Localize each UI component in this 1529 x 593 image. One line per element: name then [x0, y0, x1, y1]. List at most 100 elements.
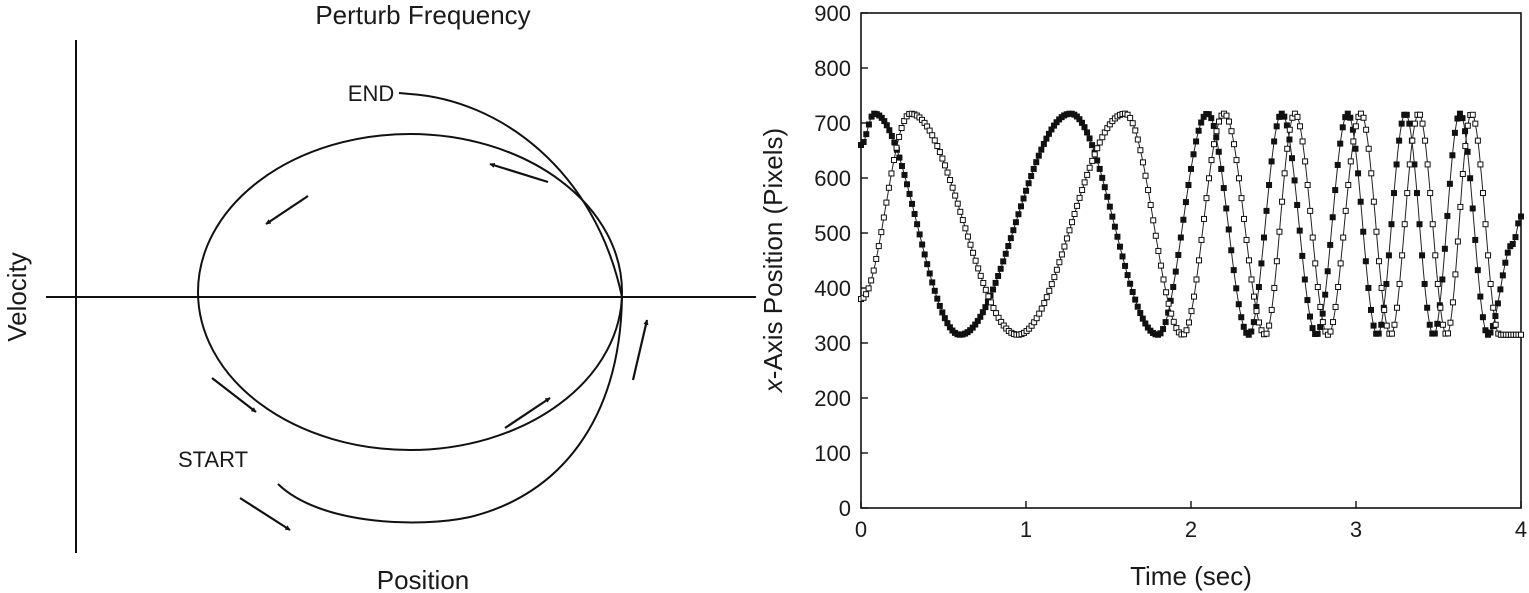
data-point-open	[1409, 137, 1416, 144]
y-tick-label: 800	[814, 56, 851, 81]
data-point-filled	[1385, 252, 1392, 259]
data-point-filled	[891, 139, 898, 146]
data-point-open	[1302, 158, 1309, 165]
data-point-open	[1422, 137, 1429, 144]
data-point-filled	[1388, 221, 1395, 228]
data-point-open	[1307, 207, 1314, 214]
data-point-filled	[1035, 152, 1042, 159]
data-point-filled	[1283, 122, 1290, 129]
data-point-filled	[1494, 300, 1501, 307]
data-point-filled	[1015, 211, 1022, 218]
data-point-filled	[904, 181, 911, 188]
data-point-open	[1038, 305, 1045, 312]
data-point-open	[878, 229, 885, 236]
data-point-filled	[1469, 205, 1476, 212]
data-point-open	[883, 199, 890, 206]
data-point-open	[1350, 138, 1357, 145]
data-point-open	[1479, 190, 1486, 197]
data-point-open	[957, 208, 964, 215]
data-point-filled	[1193, 138, 1200, 145]
y-tick-label: 900	[814, 1, 851, 26]
data-point-open	[1279, 198, 1286, 205]
data-point-filled	[909, 200, 916, 207]
data-point-open	[1373, 228, 1380, 235]
data-point-open	[1462, 143, 1469, 150]
data-point-filled	[1010, 227, 1017, 234]
data-point-filled	[941, 315, 948, 322]
data-point-filled	[919, 241, 926, 248]
data-point-open	[1381, 306, 1388, 313]
data-point-filled	[863, 131, 870, 138]
data-point-open	[1317, 303, 1324, 310]
data-point-filled	[1362, 258, 1369, 265]
data-point-filled	[1177, 234, 1184, 241]
data-point-filled	[931, 287, 938, 294]
data-point-filled	[1299, 252, 1306, 259]
data-point-filled	[1038, 146, 1045, 153]
x-axis-label: Time (sec)	[1130, 561, 1252, 591]
data-point-open	[959, 217, 966, 224]
data-point-open	[931, 137, 938, 144]
data-point-filled	[1459, 115, 1466, 122]
data-point-filled	[1375, 330, 1382, 337]
data-point-filled	[1076, 116, 1083, 123]
data-point-filled	[906, 190, 913, 197]
data-point-open	[1447, 319, 1454, 326]
data-point-open	[1256, 319, 1262, 326]
data-point-open	[1332, 303, 1339, 310]
data-point-open	[1294, 113, 1301, 120]
data-point-open	[1132, 127, 1139, 134]
data-point-filled	[1342, 114, 1349, 121]
end-leader-line	[398, 92, 411, 95]
data-point-filled	[979, 309, 986, 316]
phase-title: Perturb Frequency	[315, 0, 530, 30]
data-point-filled	[1504, 249, 1511, 256]
position-label: Position	[377, 565, 470, 593]
data-point-open	[1394, 304, 1401, 311]
y-tick-label: 500	[814, 221, 851, 246]
data-point-open	[1492, 321, 1499, 328]
data-point-open	[873, 255, 880, 262]
data-point-open	[1518, 331, 1524, 338]
data-point-filled	[1370, 322, 1377, 329]
data-point-filled	[1235, 301, 1242, 308]
data-point-filled	[1441, 245, 1448, 252]
data-point-open	[1404, 190, 1411, 197]
data-point-filled	[1268, 158, 1275, 165]
data-point-open	[1183, 327, 1190, 334]
data-point-open	[1081, 179, 1088, 186]
data-point-open	[1071, 210, 1078, 217]
data-point-open	[1490, 304, 1497, 311]
data-point-filled	[1367, 306, 1374, 313]
data-point-filled	[1213, 134, 1220, 141]
data-point-filled	[995, 272, 1002, 279]
data-point-open	[1196, 257, 1202, 264]
data-point-filled	[974, 317, 981, 324]
data-point-open	[1134, 136, 1141, 143]
data-point-open	[1084, 171, 1091, 178]
data-point-filled	[1306, 313, 1313, 320]
y-tick-label: 100	[814, 441, 851, 466]
start-label: START	[178, 447, 248, 472]
data-point-open	[1273, 258, 1280, 265]
data-point-open	[1046, 287, 1053, 294]
data-point-open	[975, 265, 982, 272]
data-point-filled	[1349, 126, 1356, 133]
data-point-open	[1099, 134, 1106, 141]
data-point-filled	[1104, 193, 1111, 200]
data-point-filled	[972, 321, 979, 328]
data-point-open	[1266, 322, 1273, 329]
data-point-filled	[1479, 314, 1486, 321]
data-point-open	[1383, 322, 1390, 329]
data-point-filled	[1139, 315, 1146, 322]
data-point-filled	[1518, 213, 1524, 220]
data-point-open	[1347, 158, 1354, 165]
data-point-filled	[1474, 267, 1481, 274]
data-point-filled	[977, 313, 984, 320]
data-point-filled	[1025, 180, 1032, 187]
data-point-filled	[934, 295, 941, 302]
data-point-filled	[1198, 119, 1205, 126]
data-point-filled	[1208, 115, 1215, 122]
y-axis-ticks: 0 100 200 300 400 500 600 700 800 900	[814, 1, 868, 521]
